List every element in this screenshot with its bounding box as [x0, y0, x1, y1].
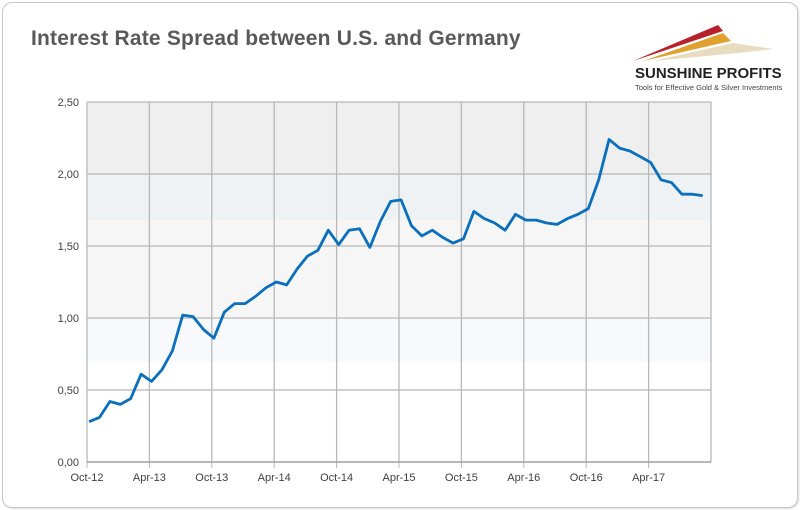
x-tick-label: Apr-15 [382, 472, 415, 484]
x-tick-label: Apr-13 [133, 472, 166, 484]
y-tick-label: 2,50 [58, 97, 79, 109]
x-tick-label: Apr-14 [258, 472, 291, 484]
x-tick-label: Oct-15 [445, 472, 478, 484]
x-tick-label: Oct-13 [195, 472, 228, 484]
line-chart: 0,00 0,50 1,00 1,50 2,00 2,50 Oct-12 Apr-13 Oct-… [58, 97, 712, 484]
logo-tagline: Tools for Effective Gold & Silver Invest… [635, 83, 783, 92]
chart-title: Interest Rate Spread between U.S. and Ge… [31, 27, 521, 50]
x-tick-label: Oct-12 [70, 472, 103, 484]
y-tick-label: 2,00 [58, 169, 79, 181]
sunshine-profits-logo: SUNSHINE PROFITS Tools for Effective Gol… [623, 19, 797, 99]
x-tick-label: Oct-16 [570, 472, 603, 484]
y-tick-label: 0,00 [58, 457, 79, 469]
x-tick-label: Apr-16 [507, 472, 540, 484]
y-tick-label: 1,50 [58, 241, 79, 253]
series-line-spread [88, 137, 703, 423]
x-tick-label: Oct-14 [320, 472, 353, 484]
logo-name: SUNSHINE PROFITS [635, 65, 782, 82]
y-tick-label: 1,00 [58, 313, 79, 325]
logo-rays-icon [633, 25, 773, 61]
y-tick-label: 0,50 [58, 385, 79, 397]
x-tick-label: Apr-17 [632, 472, 665, 484]
